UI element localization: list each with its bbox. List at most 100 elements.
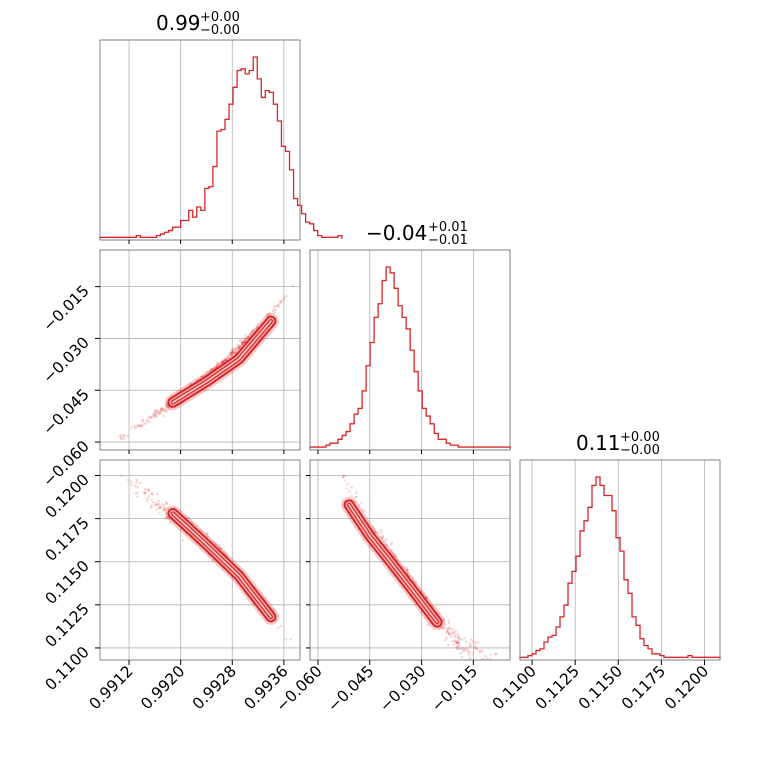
scatter-point [460, 638, 464, 641]
scatter-point [159, 506, 162, 509]
contour-inner [172, 320, 272, 404]
scatter-point [146, 497, 149, 501]
scatter-point [444, 638, 447, 642]
scatter-point [457, 641, 461, 645]
y-tick-label: 0.1125 [42, 600, 93, 651]
scatter-point [245, 335, 249, 339]
scatter-point [154, 415, 158, 419]
scatter-point [238, 345, 242, 349]
scatter-point [154, 412, 157, 416]
scatter-point [283, 296, 287, 299]
panel-frame [309, 459, 511, 661]
scatter-point [494, 652, 497, 656]
scatter-point [155, 501, 158, 505]
scatter-point [153, 503, 157, 507]
scatter-point [468, 650, 472, 654]
scatter-panel-r3c1 [99, 459, 301, 661]
scatter-point [381, 535, 385, 539]
scatter-point [380, 536, 383, 539]
scatter-point [438, 627, 441, 630]
scatter-point [447, 633, 451, 636]
scatter-point [153, 415, 157, 418]
scatter-point [455, 647, 459, 651]
scatter-point [442, 619, 445, 622]
scatter-point [341, 475, 345, 478]
scatter-point [244, 337, 247, 341]
scatter-point [345, 486, 349, 490]
scatter-point [494, 652, 498, 655]
scatter-point [348, 489, 351, 493]
scatter-point [391, 552, 394, 555]
scatter-point [231, 350, 234, 354]
scatter-point [221, 358, 225, 362]
panel-frame [99, 39, 301, 241]
scatter-point [451, 630, 455, 634]
scatter-point [350, 494, 354, 498]
scatter-point [372, 528, 376, 532]
scatter-point [155, 508, 158, 511]
scatter-point [158, 506, 162, 509]
scatter-point [164, 517, 167, 521]
scatter-point [165, 502, 169, 506]
scatter-point [451, 639, 454, 643]
scatter-point [475, 647, 479, 650]
scatter-point [238, 345, 242, 349]
scatter-point [383, 539, 387, 543]
title-minus-error: −0.00 [200, 23, 240, 38]
scatter-point [374, 530, 377, 534]
scatter-point [238, 339, 242, 343]
scatter-point [139, 424, 143, 427]
scatter-point [469, 638, 473, 641]
scatter-point [160, 408, 163, 411]
scatter-point [122, 434, 126, 438]
scatter-point [232, 347, 235, 351]
y-tick-label: 0.1175 [42, 514, 93, 565]
scatter-point [146, 499, 149, 503]
scatter-point [249, 331, 253, 335]
scatter-point [219, 547, 223, 551]
scatter-point [234, 351, 237, 355]
panel-frame [99, 459, 301, 661]
scatter-point [119, 435, 122, 438]
scatter-point [222, 550, 226, 554]
scatter-point [291, 284, 295, 287]
scatter-point [454, 629, 457, 633]
histogram-panel-2: −0.04 +0.01−0.01 [309, 220, 511, 451]
scatter-point [341, 475, 345, 479]
scatter-point [162, 508, 166, 511]
scatter-point [442, 618, 445, 622]
scatter-point [166, 515, 169, 519]
scatter-point [381, 537, 384, 540]
scatter-point [229, 353, 233, 357]
scatter-point [350, 485, 353, 489]
panel-frame [519, 459, 721, 661]
scatter-point [373, 527, 376, 531]
scatter-point [468, 642, 472, 645]
scatter-point [208, 369, 212, 372]
x-tick-label: 0.9928 [189, 662, 240, 713]
scatter-point [219, 361, 223, 365]
scatter-point [210, 368, 214, 371]
y-tick-label: 0.1150 [42, 557, 93, 608]
scatter-point [122, 438, 126, 441]
scatter-point [481, 649, 484, 653]
scatter-point [135, 480, 139, 484]
scatter-point [134, 426, 137, 430]
scatter-point [456, 641, 459, 645]
scatter-point [455, 641, 459, 644]
scatter-point [447, 626, 451, 630]
scatter-point [159, 409, 163, 413]
scatter-point [153, 411, 157, 414]
scatter-point [141, 418, 144, 422]
scatter-point [443, 622, 447, 626]
x-tick-label: 0.1175 [618, 662, 669, 713]
scatter-point [157, 507, 161, 510]
scatter-point [221, 360, 225, 364]
scatter-point [469, 644, 472, 647]
scatter-point [227, 353, 231, 357]
scatter-point [479, 649, 483, 653]
scatter-point [201, 530, 204, 533]
scatter-point [281, 298, 285, 301]
scatter-point [162, 409, 166, 412]
scatter-point [244, 338, 247, 341]
